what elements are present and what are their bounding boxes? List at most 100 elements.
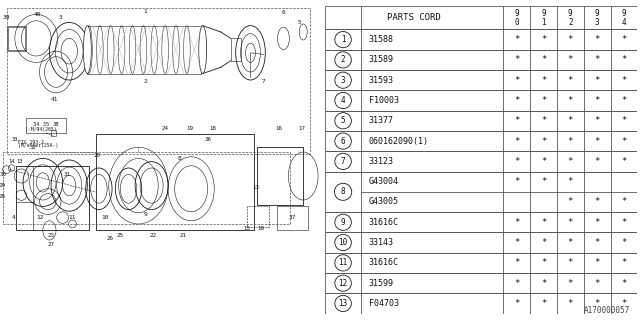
Text: *: * bbox=[568, 116, 573, 125]
Text: 31: 31 bbox=[64, 172, 71, 177]
Text: *: * bbox=[568, 218, 573, 227]
Text: 11: 11 bbox=[68, 215, 76, 220]
Bar bbox=[277, 206, 308, 230]
Text: *: * bbox=[595, 35, 600, 44]
Text: *: * bbox=[621, 96, 627, 105]
Text: *: * bbox=[568, 238, 573, 247]
Text: 3: 3 bbox=[59, 15, 63, 20]
Text: *: * bbox=[568, 137, 573, 146]
Text: 4: 4 bbox=[621, 18, 627, 27]
Text: 31616C: 31616C bbox=[369, 258, 399, 267]
Text: *: * bbox=[595, 258, 600, 267]
Bar bbox=[6, 26, 26, 51]
Bar bbox=[257, 147, 303, 205]
Text: 38: 38 bbox=[52, 122, 60, 127]
Text: *: * bbox=[514, 238, 519, 247]
Text: *: * bbox=[568, 96, 573, 105]
Text: 20: 20 bbox=[93, 153, 100, 158]
Bar bbox=[26, 118, 66, 133]
Text: *: * bbox=[514, 76, 519, 85]
Text: 15: 15 bbox=[244, 226, 251, 231]
Text: *: * bbox=[595, 76, 600, 85]
Text: 19: 19 bbox=[186, 125, 193, 131]
Text: 13: 13 bbox=[16, 159, 22, 164]
Ellipse shape bbox=[83, 26, 92, 74]
Text: 30: 30 bbox=[0, 172, 7, 177]
Text: 6: 6 bbox=[282, 10, 285, 15]
Bar bbox=[95, 134, 254, 230]
Text: *: * bbox=[514, 279, 519, 288]
Text: *: * bbox=[621, 238, 627, 247]
Text: *: * bbox=[541, 96, 546, 105]
Text: *: * bbox=[595, 238, 600, 247]
Text: *: * bbox=[621, 258, 627, 267]
Text: 17: 17 bbox=[298, 125, 305, 131]
Text: 24: 24 bbox=[161, 125, 168, 131]
Text: 11: 11 bbox=[339, 258, 348, 267]
Text: 8: 8 bbox=[178, 156, 182, 161]
Text: 41: 41 bbox=[51, 97, 58, 102]
Text: 5: 5 bbox=[298, 20, 302, 25]
Text: 9: 9 bbox=[340, 218, 346, 227]
Text: 2: 2 bbox=[568, 18, 573, 27]
Text: 28: 28 bbox=[0, 194, 5, 199]
Text: *: * bbox=[595, 279, 600, 288]
Text: 23: 23 bbox=[47, 233, 54, 238]
Text: 7: 7 bbox=[340, 157, 346, 166]
Text: 9: 9 bbox=[568, 9, 573, 18]
Text: *: * bbox=[514, 258, 519, 267]
Text: *: * bbox=[568, 258, 573, 267]
Text: *: * bbox=[621, 76, 627, 85]
Text: 3: 3 bbox=[340, 76, 346, 85]
Text: 0: 0 bbox=[515, 18, 519, 27]
Text: *: * bbox=[621, 197, 627, 206]
Text: *: * bbox=[595, 157, 600, 166]
Text: 9: 9 bbox=[595, 9, 600, 18]
Text: *: * bbox=[595, 96, 600, 105]
Text: *: * bbox=[514, 35, 519, 44]
Text: *: * bbox=[514, 116, 519, 125]
Text: *: * bbox=[541, 279, 546, 288]
Text: 9: 9 bbox=[143, 212, 147, 217]
Text: 9: 9 bbox=[541, 9, 546, 18]
Bar bbox=[17, 166, 89, 230]
Text: 22: 22 bbox=[150, 233, 157, 238]
Text: 4: 4 bbox=[12, 215, 15, 220]
Text: *: * bbox=[621, 137, 627, 146]
Text: 26: 26 bbox=[107, 236, 114, 241]
Text: *: * bbox=[621, 157, 627, 166]
Text: 060162090(1): 060162090(1) bbox=[369, 137, 429, 146]
Text: 9: 9 bbox=[621, 9, 627, 18]
Text: 18: 18 bbox=[209, 125, 216, 131]
Text: 39: 39 bbox=[3, 15, 10, 20]
Text: 10: 10 bbox=[102, 215, 109, 220]
Text: 29: 29 bbox=[0, 183, 5, 188]
Bar bbox=[231, 38, 241, 61]
Text: 33143: 33143 bbox=[369, 238, 394, 247]
Text: 13: 13 bbox=[252, 185, 259, 190]
Text: *: * bbox=[595, 55, 600, 64]
Text: *: * bbox=[568, 76, 573, 85]
Text: 12: 12 bbox=[339, 279, 348, 288]
Text: G43004: G43004 bbox=[369, 177, 399, 186]
Text: *: * bbox=[541, 157, 546, 166]
Text: 2: 2 bbox=[340, 55, 346, 64]
Text: 13: 13 bbox=[339, 299, 348, 308]
Text: 16: 16 bbox=[275, 125, 282, 131]
Text: *: * bbox=[568, 35, 573, 44]
Text: *: * bbox=[541, 238, 546, 247]
Text: *: * bbox=[541, 116, 546, 125]
Text: *: * bbox=[541, 218, 546, 227]
Bar bbox=[8, 27, 25, 50]
Bar bbox=[87, 26, 201, 74]
Text: 9: 9 bbox=[515, 9, 519, 18]
Text: *: * bbox=[595, 137, 600, 146]
Text: *: * bbox=[514, 55, 519, 64]
Text: FIG 193-2: FIG 193-2 bbox=[18, 140, 44, 145]
Text: *: * bbox=[514, 96, 519, 105]
Text: *: * bbox=[595, 116, 600, 125]
Text: 1: 1 bbox=[143, 9, 147, 14]
Bar bbox=[51, 130, 56, 136]
Text: 32: 32 bbox=[29, 145, 36, 150]
Text: (M/after(25A-): (M/after(25A-) bbox=[18, 143, 58, 148]
